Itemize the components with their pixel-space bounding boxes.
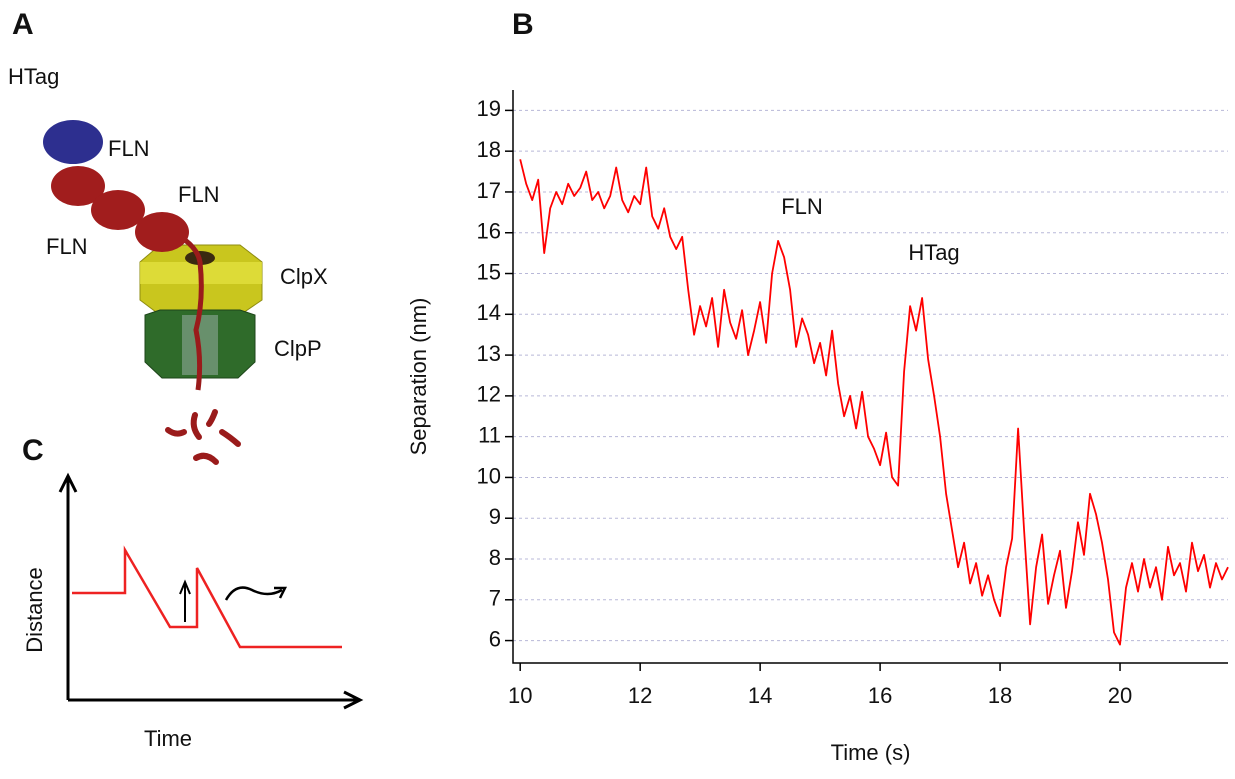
trace [519,159,1229,646]
y-tick-label: 9 [489,504,501,529]
annotation: FLN [781,194,823,219]
htag-domain [43,120,103,164]
schematic-curve-arrow [224,586,288,601]
x-tick-label: 14 [748,683,772,708]
schematic-y-label: Distance [22,567,47,653]
axes [512,90,1228,664]
x-tick-label: 18 [988,683,1012,708]
y-axis-label: Separation (nm) [406,298,431,456]
panel-label: B [512,8,534,41]
x-tick-label: 12 [628,683,652,708]
schematic-trace [72,545,342,649]
peptide-fragments [165,409,241,465]
annotation: HTag [908,240,959,265]
y-tick-label: 8 [489,545,501,570]
fln-domain [51,166,105,206]
diagram-label: ClpP [274,336,322,361]
y-tick-label: 10 [477,463,501,488]
x-tick-label: 20 [1108,683,1132,708]
y-tick-label: 16 [477,219,501,244]
diagram-label: FLN [178,182,220,207]
y-tick-label: 12 [477,382,501,407]
fln-domain [91,190,145,230]
y-tick-label: 13 [477,341,501,366]
x-tick-label: 16 [868,683,892,708]
y-tick-label: 6 [489,626,501,651]
schematic-x-label: Time [144,726,192,751]
y-tick-label: 18 [477,137,501,162]
y-tick-label: 7 [489,586,501,611]
y-tick-label: 19 [477,96,501,121]
diagram: HTag FLN FLN FLN ClpX ClpP [8,64,328,465]
panel-label: A [12,8,34,41]
schematic: Time Distance [22,472,364,751]
diagram-label: FLN [108,136,150,161]
polypeptide [183,238,204,391]
panel-label: C [22,434,44,467]
diagram-label: ClpX [280,264,328,289]
schematic-axes [58,472,364,710]
x-tick-label: 10 [508,683,532,708]
schematic-arrow [179,579,191,622]
y-tick-label: 11 [478,422,501,447]
y-tick-label: 15 [477,259,501,284]
diagram-label: HTag [8,64,59,89]
fln-domain [135,212,189,252]
diagram-label: FLN [46,234,88,259]
y-tick-label: 14 [477,300,501,325]
x-axis-label: Time (s) [831,740,911,765]
y-tick-label: 17 [477,178,501,203]
